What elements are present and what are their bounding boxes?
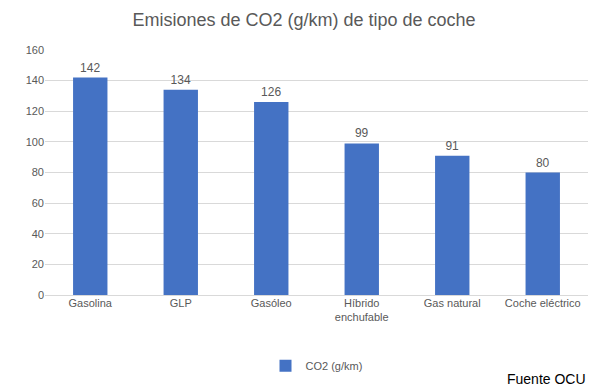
svg-text:Gasolina: Gasolina [69,297,113,309]
svg-text:80: 80 [536,156,550,170]
svg-text:91: 91 [445,139,459,153]
svg-text:Gas natural: Gas natural [424,297,481,309]
svg-text:40: 40 [32,228,44,240]
svg-text:140: 140 [26,74,44,86]
svg-text:Gasóleo: Gasóleo [251,297,292,309]
svg-text:134: 134 [171,73,191,87]
svg-text:Híbridoenchufable: Híbridoenchufable [335,297,389,323]
svg-text:Emisiones de CO2 (g/km) de tip: Emisiones de CO2 (g/km) de tipo de coche [132,10,475,30]
svg-text:20: 20 [32,258,44,270]
svg-text:99: 99 [355,126,369,140]
svg-text:80: 80 [32,166,44,178]
svg-text:120: 120 [26,105,44,117]
svg-text:126: 126 [261,85,281,99]
svg-text:142: 142 [80,61,100,75]
svg-text:Coche eléctrico: Coche eléctrico [505,297,581,309]
svg-text:160: 160 [26,44,44,56]
svg-text:Fuente OCU: Fuente OCU [507,371,586,387]
svg-text:CO2 (g/km): CO2 (g/km) [306,360,363,372]
svg-text:GLP: GLP [170,297,192,309]
svg-text:100: 100 [26,136,44,148]
svg-text:60: 60 [32,197,44,209]
svg-text:0: 0 [38,289,44,301]
